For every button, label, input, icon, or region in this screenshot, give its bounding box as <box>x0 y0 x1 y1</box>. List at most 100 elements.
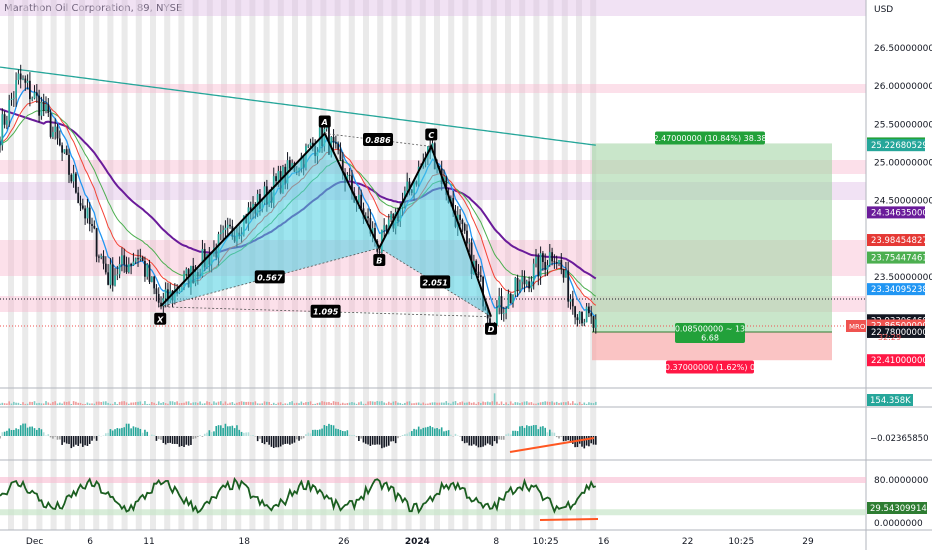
volume-bar <box>118 401 121 405</box>
volume-bar <box>309 401 312 405</box>
session-stripe <box>178 0 185 530</box>
candle-body <box>546 265 549 270</box>
pattern-ratio-label: 0.886 <box>365 136 391 145</box>
volume-bar <box>180 402 183 405</box>
candle-body <box>387 219 390 231</box>
volume-bar <box>153 402 155 405</box>
macd-bar <box>459 436 461 437</box>
volume-bar <box>560 402 563 405</box>
macd-bar <box>479 436 482 448</box>
macd-bar <box>367 436 369 445</box>
volume-bar <box>337 401 339 405</box>
candle-body <box>157 293 160 303</box>
macd-bar <box>1 432 4 436</box>
macd-bar <box>215 426 218 436</box>
pattern-ratio-badge <box>254 270 285 284</box>
macd-bar <box>401 435 404 436</box>
volume-bar <box>493 393 496 405</box>
volume-bar <box>77 402 80 405</box>
volume-bar <box>233 403 236 405</box>
candle-body <box>109 264 112 285</box>
candle-body <box>502 313 505 315</box>
volume-bar <box>75 401 77 405</box>
volume-bar <box>335 401 337 405</box>
currency-label[interactable]: USD <box>874 5 894 15</box>
candle-body <box>1 114 4 146</box>
candle-body <box>378 251 381 253</box>
macd-badge <box>867 432 929 444</box>
candle-body <box>541 253 544 262</box>
candle-body <box>479 274 482 277</box>
macd-bar <box>535 425 537 436</box>
macd-bar <box>431 427 434 436</box>
volume-bar <box>424 403 427 405</box>
price-badge <box>867 139 925 152</box>
volume-bar <box>22 402 24 405</box>
volume-bar <box>312 403 314 405</box>
bar-countdown: 32:29 <box>878 333 901 342</box>
candle-body <box>544 261 547 270</box>
macd-bar <box>555 436 558 438</box>
volume-bar <box>208 402 211 405</box>
target-label: 2.47000000 (10.84%) 38.38 <box>653 134 766 143</box>
volume-bar <box>362 403 365 405</box>
volume-bar <box>26 403 29 405</box>
candle-body <box>33 92 36 99</box>
target-zone[interactable] <box>592 143 832 332</box>
macd-bar <box>551 432 553 436</box>
macd-bar <box>17 429 20 436</box>
candle-body <box>24 78 27 83</box>
macd-bar <box>24 423 27 436</box>
candle-body <box>509 293 512 303</box>
macd-bar <box>54 436 57 437</box>
candle-body <box>525 281 528 285</box>
volume-bar <box>489 402 491 405</box>
volume-bar <box>249 402 252 405</box>
candle-body <box>360 194 363 209</box>
macd-bar <box>65 436 68 444</box>
candle-body <box>31 98 34 100</box>
candle-body <box>468 242 471 244</box>
time-axis-label: 11 <box>143 537 154 547</box>
macd-bar <box>86 436 89 446</box>
candle-body <box>17 73 20 81</box>
volume-bar <box>367 401 369 405</box>
macd-bar <box>266 436 268 443</box>
macd-bar <box>252 435 254 436</box>
macd-bar <box>116 428 119 436</box>
volume-bar <box>415 402 418 405</box>
price-tick-label: 25.50000000 <box>874 120 932 130</box>
macd-bar <box>279 436 282 447</box>
pattern-ratio-label: 0.567 <box>257 273 283 282</box>
macd-bar <box>121 427 123 436</box>
price-badge-label: 24.34635000 <box>871 208 928 218</box>
candle-body <box>578 311 581 321</box>
price-badge-label: 23.98454827 <box>871 236 928 246</box>
candle-body <box>137 258 139 260</box>
volume-bar <box>456 403 459 405</box>
volume-bar <box>139 401 142 405</box>
macd-bar <box>240 431 243 436</box>
volume-bar <box>459 402 461 405</box>
volume-bar <box>272 402 275 405</box>
macd-bar <box>261 436 264 443</box>
macd-bar <box>220 425 222 436</box>
harmonic-pattern[interactable]: X A B C D 0.567 0.886 2.051 1.095 <box>154 115 498 335</box>
candle-body <box>56 126 59 139</box>
volume-bar <box>523 401 526 405</box>
macd-bar <box>203 433 206 436</box>
volume-bar <box>38 402 40 405</box>
macd-bar <box>236 425 238 436</box>
candle-body <box>75 173 77 193</box>
macd-bar <box>160 436 162 440</box>
candle-body <box>555 262 558 264</box>
volume-bar <box>562 402 565 405</box>
macd-bar <box>410 431 413 436</box>
volume-bar <box>31 401 34 405</box>
pattern-ratio-badge <box>363 132 394 146</box>
time-axis-label: 26 <box>338 537 350 547</box>
candle-body <box>309 142 312 146</box>
candle-body <box>530 281 533 289</box>
ma-teal-line <box>0 66 596 146</box>
